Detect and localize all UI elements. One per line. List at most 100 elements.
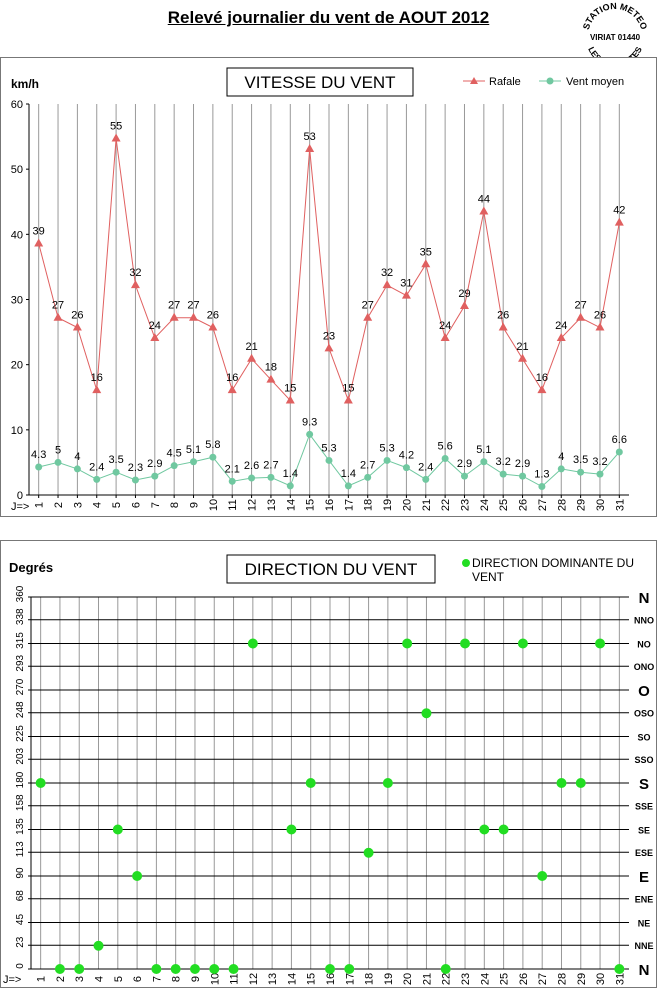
gust-point — [363, 312, 373, 321]
y-tick-label: 40 — [11, 229, 23, 241]
x-tick-label: 6 — [130, 502, 142, 508]
gust-data-label: 32 — [129, 267, 141, 279]
x-tick-label: 18 — [364, 973, 376, 985]
chart-title-box: VITESSE DU VENT — [226, 67, 414, 97]
gust-data-label: 16 — [91, 372, 103, 384]
compass-label: N — [639, 590, 650, 607]
x-tick-label: 14 — [285, 499, 297, 511]
x-tick-label: 10 — [209, 973, 221, 985]
x-tick-label: 4 — [92, 502, 104, 508]
gust-data-label: 24 — [149, 320, 161, 332]
mean-data-label: 5.8 — [205, 439, 220, 451]
gust-point — [479, 206, 489, 215]
mean-data-label: 2.9 — [515, 458, 530, 470]
y-tick-label: 23 — [15, 936, 26, 948]
gust-point — [169, 312, 179, 321]
mean-data-label: 2.4 — [89, 461, 104, 473]
compass-label: SSE — [635, 802, 653, 812]
x-tick-label: 29 — [576, 973, 588, 985]
x-tick-label: 4 — [94, 976, 106, 982]
x-tick-label: 3 — [74, 976, 86, 982]
y-tick-label: 90 — [15, 867, 26, 879]
y-tick-label: 203 — [15, 747, 26, 764]
legend-direction-marker — [462, 559, 470, 567]
mean-data-label: 5 — [55, 444, 61, 456]
gust-data-label: 27 — [52, 300, 64, 312]
legend-gust-label: Rafale — [489, 76, 521, 88]
x-axis-label: J=> — [3, 974, 21, 986]
gust-point — [305, 143, 315, 152]
x-tick-label: 9 — [189, 502, 201, 508]
y-tick-label: 30 — [11, 295, 23, 307]
y-tick-label: 0 — [17, 490, 23, 502]
mean-point — [73, 465, 81, 473]
y-tick-label: 0 — [15, 963, 26, 969]
mean-point — [480, 458, 488, 466]
gust-data-label: 21 — [245, 341, 257, 353]
compass-label: SSO — [634, 755, 653, 765]
direction-chart-panel: Degrés DIRECTION DU VENT DIRECTION DOMINAN… — [0, 540, 657, 988]
compass-label: NE — [638, 919, 651, 929]
mean-point — [422, 475, 430, 483]
direction-point — [247, 638, 258, 649]
compass-label: ONO — [634, 662, 655, 672]
y-tick-label: 60 — [11, 99, 23, 111]
direction-point — [440, 964, 451, 974]
gust-data-label: 32 — [381, 267, 393, 279]
mean-point — [441, 455, 449, 463]
mean-data-label: 2.6 — [244, 460, 259, 472]
x-tick-label: 24 — [479, 499, 491, 511]
gust-point — [324, 343, 334, 352]
x-tick-label: 27 — [537, 973, 549, 985]
chart-title: DIRECTION DU VENT — [245, 560, 418, 579]
direction-point — [286, 824, 297, 835]
gust-point — [498, 322, 508, 331]
mean-point — [228, 477, 236, 485]
legend: DIRECTION DOMINANTE DU VENT — [462, 556, 634, 584]
gust-point — [189, 312, 199, 321]
x-tick-label: 26 — [518, 499, 530, 511]
mean-point — [35, 463, 43, 471]
x-tick-label: 15 — [306, 973, 318, 985]
mean-point — [325, 456, 333, 464]
mean-data-label: 2.3 — [128, 462, 143, 474]
direction-point — [575, 778, 586, 788]
legend-gust-marker — [470, 77, 478, 84]
x-tick-label: 31 — [614, 973, 626, 985]
x-tick-label: 13 — [267, 973, 279, 985]
y-tick-label: 45 — [15, 914, 26, 926]
direction-point — [460, 638, 471, 649]
gust-data-label: 18 — [265, 362, 277, 374]
direction-point — [517, 638, 528, 649]
legend: Rafale Vent moyen — [463, 76, 624, 88]
stamp-line-middle: VIRIAT 01440 — [590, 33, 641, 42]
mean-data-label: 1.4 — [283, 468, 298, 480]
x-tick-label: 2 — [53, 502, 65, 508]
gust-data-label: 15 — [342, 383, 354, 395]
mean-point — [131, 476, 139, 484]
direction-point — [54, 964, 65, 974]
x-tick-label: 28 — [556, 499, 568, 511]
x-tick-label: 16 — [325, 973, 337, 985]
direction-point — [325, 964, 335, 974]
page-title: Relevé journalier du vent de AOUT 2012 — [167, 8, 490, 27]
x-tick-label: 10 — [208, 499, 220, 511]
x-tick-label: 25 — [498, 499, 510, 511]
gust-data-label: 31 — [400, 278, 412, 290]
mean-point — [190, 458, 198, 466]
gust-point — [150, 332, 160, 341]
gust-data-label: 53 — [304, 131, 316, 143]
mean-data-label: 1.3 — [534, 469, 549, 481]
mean-point — [344, 482, 352, 490]
y-tick-label: 338 — [15, 608, 26, 625]
legend-line-2: VENT — [472, 570, 505, 584]
x-tick-label: 11 — [227, 499, 239, 510]
mean-point — [286, 482, 294, 490]
compass-label: S — [639, 776, 649, 793]
gust-data-label: 21 — [516, 341, 528, 353]
direction-point — [614, 964, 625, 974]
mean-point — [209, 453, 217, 461]
gust-data-label: 35 — [420, 246, 432, 258]
direction-point — [112, 824, 123, 835]
gust-point — [92, 385, 102, 394]
